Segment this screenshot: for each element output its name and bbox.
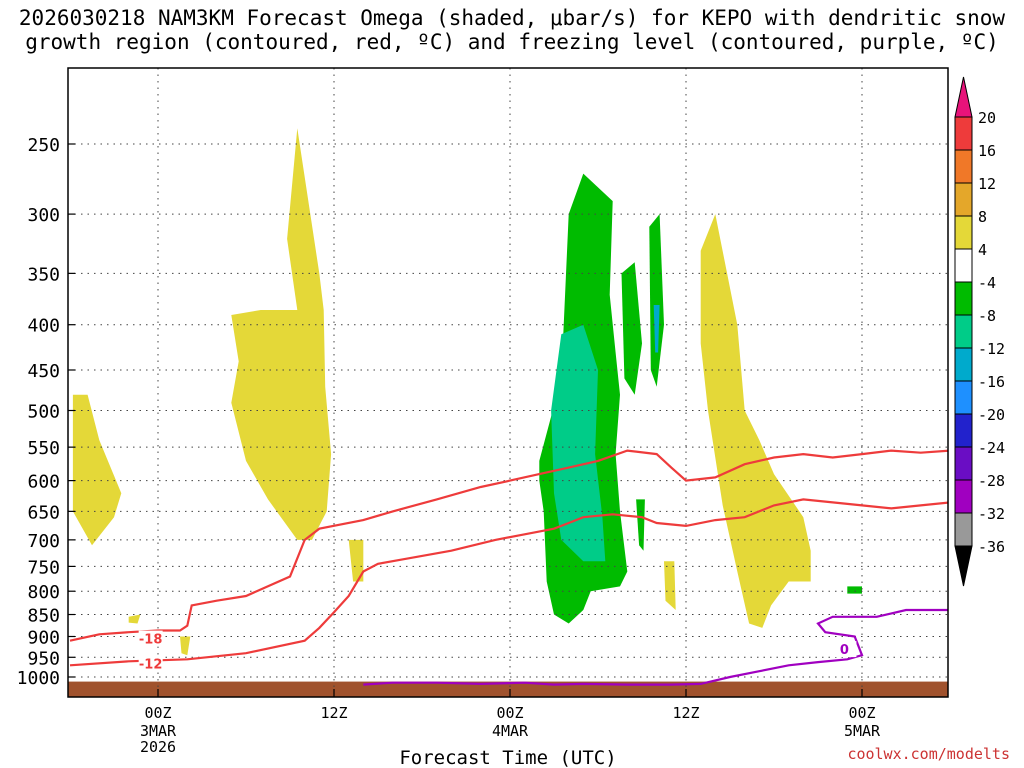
x-tick-label-4: 00Z [848,704,875,722]
contour-label-2: 0 [840,643,849,658]
omega-region-11 [847,586,862,594]
y-tick-label-600: 600 [27,472,60,493]
x-tick-sublabel-0-1: 2026 [140,738,176,756]
chart-title-line2: growth region (contoured, red, ºC) and f… [25,30,999,54]
contour-line-2 [363,608,948,686]
colorbar-label-8: -16 [978,373,1005,391]
x-tick-label-3: 12Z [672,704,699,722]
ground-band [68,681,948,697]
contour-line-0 [69,449,948,642]
colorbar-cell-1 [954,149,973,184]
colorbar-cell-4 [954,248,973,283]
x-tick-label-0: 00Z [144,704,171,722]
colorbar-label-5: -4 [978,274,996,292]
colorbar-label-11: -28 [978,472,1005,490]
y-tick-label-550: 550 [27,438,60,459]
colorbar-label-13: -36 [978,538,1005,556]
omega-region-3 [128,614,141,624]
x-tick-label-1: 12Z [320,704,347,722]
colorbar-label-4: 4 [978,241,987,259]
colorbar-label-2: 12 [978,175,996,193]
colorbar-cell-8 [954,380,973,415]
omega-region-2 [348,539,364,582]
colorbar-label-10: -24 [978,439,1005,457]
colorbar-label-3: 8 [978,208,987,226]
y-tick-label-700: 700 [27,531,60,552]
colorbar-top-triangle [954,76,973,118]
colorbar-label-7: -12 [978,340,1005,358]
x-tick-label-2: 00Z [496,704,523,722]
contour-label-1: -12 [139,657,163,672]
contour-line-1 [69,498,948,667]
y-tick-label-400: 400 [27,316,60,337]
chart-title: 2026030218 NAM3KM Forecast Omega (shaded… [0,6,1024,54]
colorbar-cell-5 [954,281,973,316]
y-tick-label-850: 850 [27,606,60,627]
contour-label-bg-0 [138,630,163,647]
omega-region-12 [551,324,606,562]
colorbar-label-9: -20 [978,406,1005,424]
colorbar-cell-0 [954,116,973,151]
contour-label-bg-2 [832,641,857,658]
plot-frame [67,67,949,698]
omega-region-13 [653,305,660,353]
y-tick-label-750: 750 [27,557,60,578]
y-tick-label-1000: 1000 [17,668,60,689]
omega-region-0 [72,394,122,546]
chart-title-line1: 2026030218 NAM3KM Forecast Omega (shaded… [18,6,1006,30]
omega-region-6 [664,561,676,610]
colorbar-label-12: -32 [978,505,1005,523]
colorbar-cell-12 [954,512,973,547]
y-tick-label-650: 650 [27,502,60,523]
colorbar-cell-10 [954,446,973,481]
x-tick-sublabel-0-0: 3MAR [140,722,177,740]
colorbar-label-6: -8 [978,307,996,325]
colorbar-cell-2 [954,182,973,217]
omega-region-1 [231,128,332,540]
colorbar-cell-3 [954,215,973,250]
y-tick-label-950: 950 [27,648,60,669]
colorbar-cell-11 [954,479,973,514]
omega-region-4 [180,636,191,656]
colorbar-cell-6 [954,314,973,349]
omega-region-8 [621,262,642,395]
y-tick-label-250: 250 [27,135,60,156]
y-tick-label-900: 900 [27,627,60,648]
contour-label-bg-1 [138,655,163,672]
colorbar-label-1: 16 [978,142,996,160]
x-tick-sublabel-2-0: 4MAR [492,722,529,740]
y-tick-label-500: 500 [27,402,60,423]
x-axis-label: Forecast Time (UTC) [399,747,616,768]
contour-label-0: -18 [139,633,163,648]
colorbar-bottom-triangle [954,545,973,587]
y-tick-label-350: 350 [27,264,60,285]
omega-region-5 [700,214,811,628]
y-tick-label-300: 300 [27,205,60,226]
colorbar-cell-9 [954,413,973,448]
omega-region-9 [649,214,664,387]
omega-region-10 [636,499,645,551]
y-tick-label-800: 800 [27,582,60,603]
colorbar-cell-7 [954,347,973,382]
x-tick-sublabel-4-0: 5MAR [844,722,881,740]
y-tick-label-450: 450 [27,361,60,382]
colorbar-label-0: 20 [978,109,996,127]
credit-text: coolwx.com/modelts [847,745,1010,763]
